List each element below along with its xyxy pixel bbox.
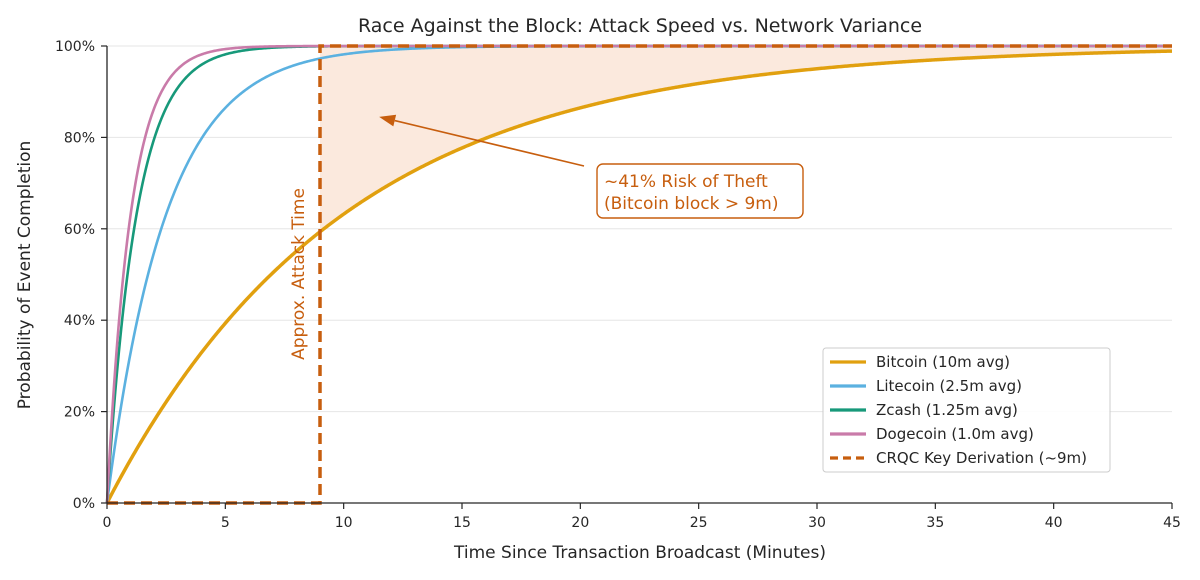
x-tick-label: 25: [690, 515, 708, 531]
x-tick-label: 5: [221, 515, 230, 531]
y-tick-label: 0%: [73, 496, 95, 512]
legend-label: Zcash (1.25m avg): [876, 401, 1018, 419]
axes: [106, 46, 1172, 504]
annotation-arrow: [394, 119, 585, 167]
x-tick-label: 20: [571, 515, 589, 531]
attack-time-label: Approx. Attack Time: [289, 188, 309, 360]
legend: Bitcoin (10m avg) Litecoin (2.5m avg) Zcas…: [822, 347, 1111, 473]
annotation-line-2: (Bitcoin block > 9m): [604, 194, 779, 214]
y-axis-label: Probability of Event Completion: [15, 141, 35, 410]
y-tick-label: 60%: [64, 222, 95, 238]
x-tick-label: 40: [1045, 515, 1063, 531]
annotation-line-1: ~41% Risk of Theft: [604, 172, 768, 192]
legend-label: Litecoin (2.5m avg): [876, 377, 1022, 395]
x-tick-label: 0: [103, 515, 112, 531]
legend-box: [822, 347, 1111, 473]
ticks: 0 5 10 15 20 25 30 35 40 45 0% 20% 40% 60% 80% 100%: [55, 39, 1181, 531]
risk-annotation: ~41% Risk of Theft (Bitcoin block > 9m): [379, 114, 804, 219]
y-tick-label: 80%: [64, 130, 95, 146]
annotation-arrow-head: [379, 114, 397, 127]
chart-title: Race Against the Block: Attack Speed vs.…: [358, 15, 922, 37]
legend-label: Bitcoin (10m avg): [876, 353, 1010, 371]
risk-shaded-area: [320, 46, 1172, 232]
y-tick-label: 100%: [55, 39, 95, 55]
x-tick-label: 30: [808, 515, 826, 531]
y-tick-label: 20%: [64, 405, 95, 421]
y-tick-label: 40%: [64, 313, 95, 329]
legend-label: Dogecoin (1.0m avg): [876, 425, 1034, 443]
risk-shaded-region: [320, 46, 1172, 232]
x-tick-label: 35: [926, 515, 944, 531]
series-line-bitcoin: [105, 49, 1173, 504]
x-axis-label: Time Since Transaction Broadcast (Minute…: [453, 543, 826, 563]
legend-label: CRQC Key Derivation (~9m): [876, 449, 1087, 467]
annotation-box: [596, 163, 804, 219]
x-tick-label: 45: [1163, 515, 1181, 531]
x-tick-label: 15: [453, 515, 471, 531]
x-tick-label: 10: [335, 515, 353, 531]
